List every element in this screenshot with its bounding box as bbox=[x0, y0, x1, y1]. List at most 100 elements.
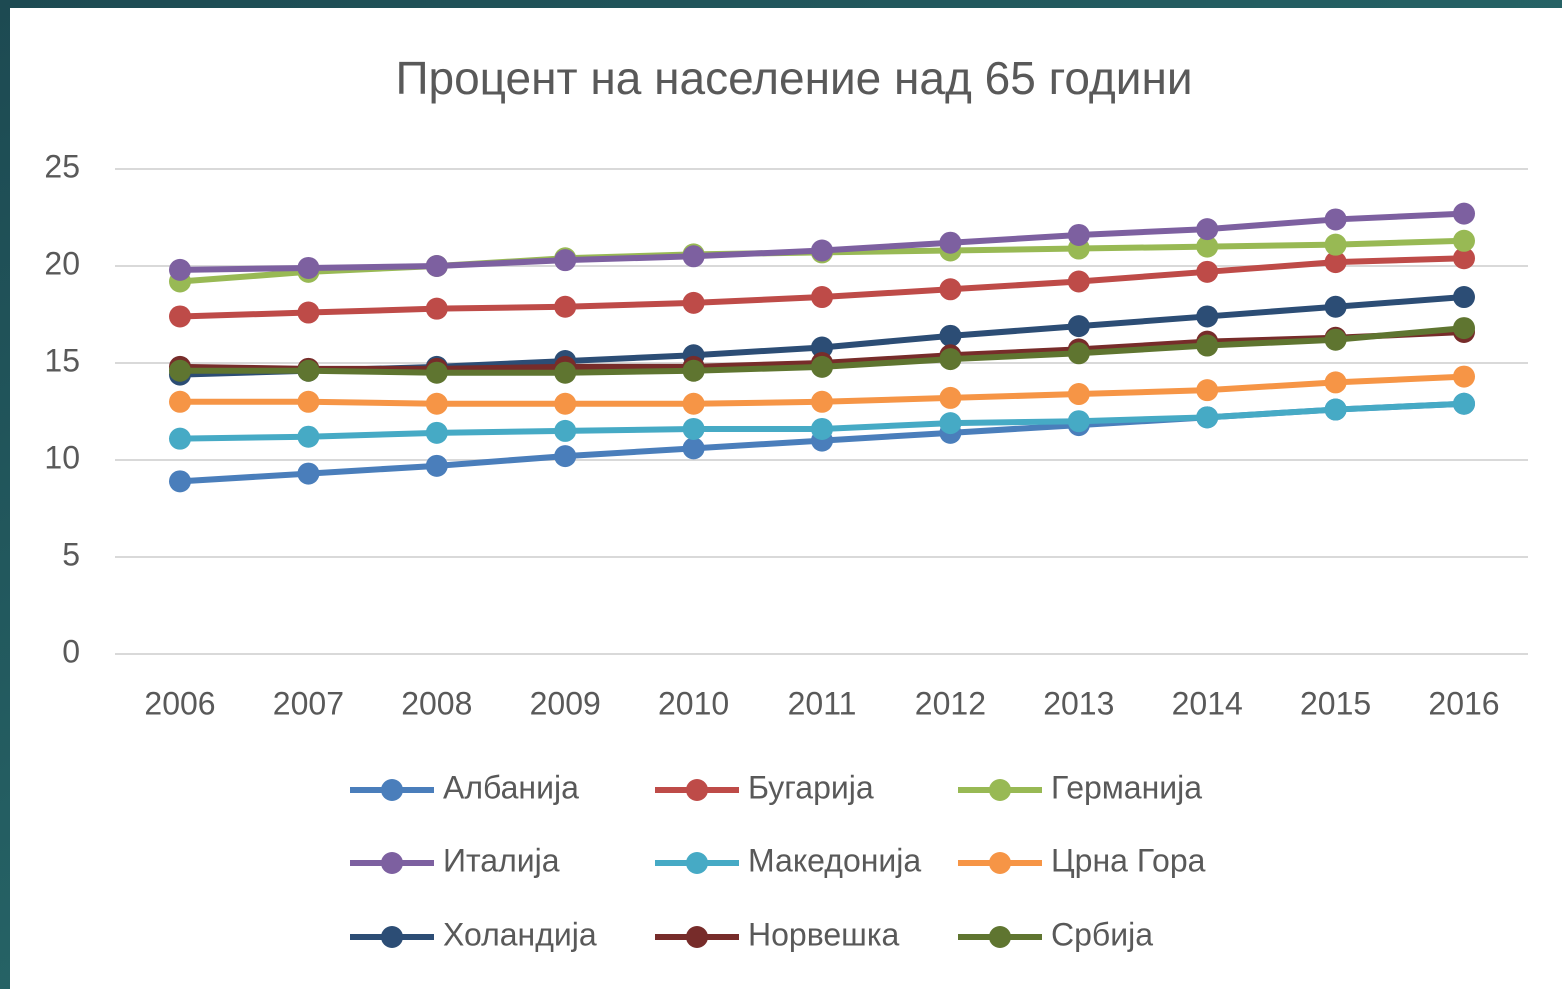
x-tick-label: 2010 bbox=[658, 685, 729, 721]
point bbox=[1067, 410, 1090, 433]
x-tick-label: 2016 bbox=[1428, 685, 1499, 721]
point bbox=[811, 355, 833, 378]
point bbox=[169, 258, 191, 281]
point bbox=[811, 239, 833, 262]
x-tick-label: 2012 bbox=[915, 685, 986, 721]
point bbox=[554, 361, 577, 384]
point bbox=[682, 291, 705, 314]
point bbox=[1453, 247, 1475, 270]
y-tick-label: 5 bbox=[62, 536, 80, 572]
point bbox=[939, 412, 962, 435]
point bbox=[297, 462, 320, 485]
legend-label: Црна Гора bbox=[1051, 842, 1206, 878]
point bbox=[1196, 334, 1219, 357]
point bbox=[554, 419, 577, 442]
legend-label: Македонија bbox=[748, 842, 921, 878]
point bbox=[1067, 315, 1090, 338]
point bbox=[169, 305, 191, 328]
point bbox=[554, 445, 577, 468]
point bbox=[682, 245, 705, 268]
point bbox=[1067, 270, 1090, 293]
point bbox=[297, 425, 320, 448]
point bbox=[1324, 328, 1347, 351]
point bbox=[811, 286, 833, 309]
x-tick-label: 2008 bbox=[401, 685, 472, 721]
point bbox=[939, 278, 962, 301]
y-tick-label: 0 bbox=[62, 633, 80, 669]
point bbox=[1324, 251, 1347, 274]
point bbox=[1067, 383, 1090, 406]
point bbox=[554, 392, 577, 415]
legend-label: Албанија bbox=[443, 769, 579, 805]
legend-label: Италија bbox=[443, 842, 560, 878]
point bbox=[1196, 235, 1219, 258]
y-tick-label: 25 bbox=[44, 148, 80, 184]
point bbox=[169, 359, 191, 382]
legend-label: Германија bbox=[1051, 769, 1202, 805]
point bbox=[682, 417, 705, 440]
legend-marker bbox=[381, 852, 403, 874]
point bbox=[811, 336, 833, 359]
point bbox=[1453, 286, 1475, 309]
point bbox=[1453, 202, 1475, 225]
legend-marker bbox=[381, 926, 403, 948]
point bbox=[297, 359, 320, 382]
point bbox=[939, 386, 962, 409]
point bbox=[811, 390, 833, 413]
point bbox=[1196, 379, 1219, 402]
point bbox=[554, 295, 577, 318]
point bbox=[1196, 406, 1219, 429]
point bbox=[1196, 218, 1219, 241]
point bbox=[169, 427, 191, 450]
point bbox=[425, 361, 448, 384]
legend-marker bbox=[989, 852, 1011, 874]
point bbox=[554, 249, 577, 272]
point bbox=[297, 390, 320, 413]
point bbox=[811, 417, 833, 440]
point bbox=[425, 297, 448, 320]
point bbox=[297, 256, 320, 279]
chart-area bbox=[10, 8, 1562, 989]
legend-marker bbox=[686, 779, 708, 801]
x-tick-label: 2014 bbox=[1172, 685, 1243, 721]
legend-marker bbox=[989, 779, 1011, 801]
point bbox=[1453, 229, 1475, 252]
point bbox=[297, 301, 320, 324]
point bbox=[1324, 233, 1347, 256]
point bbox=[169, 390, 191, 413]
point bbox=[682, 392, 705, 415]
point bbox=[1324, 398, 1347, 421]
legend-label: Норвешка bbox=[748, 916, 900, 952]
point bbox=[425, 421, 448, 444]
point bbox=[1324, 295, 1347, 318]
x-tick-label: 2006 bbox=[144, 685, 215, 721]
point bbox=[1324, 208, 1347, 231]
point bbox=[682, 359, 705, 382]
point bbox=[425, 454, 448, 477]
legend-label: Бугарија bbox=[748, 769, 874, 805]
point bbox=[1324, 371, 1347, 394]
point bbox=[939, 348, 962, 371]
point bbox=[425, 392, 448, 415]
x-tick-label: 2011 bbox=[788, 685, 857, 721]
x-tick-label: 2009 bbox=[530, 685, 601, 721]
x-tick-label: 2015 bbox=[1300, 685, 1371, 721]
point bbox=[169, 470, 191, 493]
legend-marker bbox=[381, 779, 403, 801]
point bbox=[939, 324, 962, 347]
y-tick-label: 20 bbox=[44, 245, 80, 281]
point bbox=[425, 255, 448, 277]
point bbox=[1067, 223, 1090, 246]
point bbox=[939, 231, 962, 254]
x-tick-label: 2013 bbox=[1043, 685, 1114, 721]
point bbox=[682, 437, 705, 460]
point bbox=[1453, 365, 1475, 388]
legend-label: Холандија bbox=[443, 916, 597, 952]
y-tick-label: 10 bbox=[44, 439, 80, 475]
legend-marker bbox=[686, 852, 708, 874]
legend-label: Србија bbox=[1051, 916, 1153, 952]
legend-marker bbox=[686, 926, 708, 948]
point bbox=[1067, 342, 1090, 365]
chart-title: Процент на население над 65 години bbox=[395, 52, 1192, 104]
